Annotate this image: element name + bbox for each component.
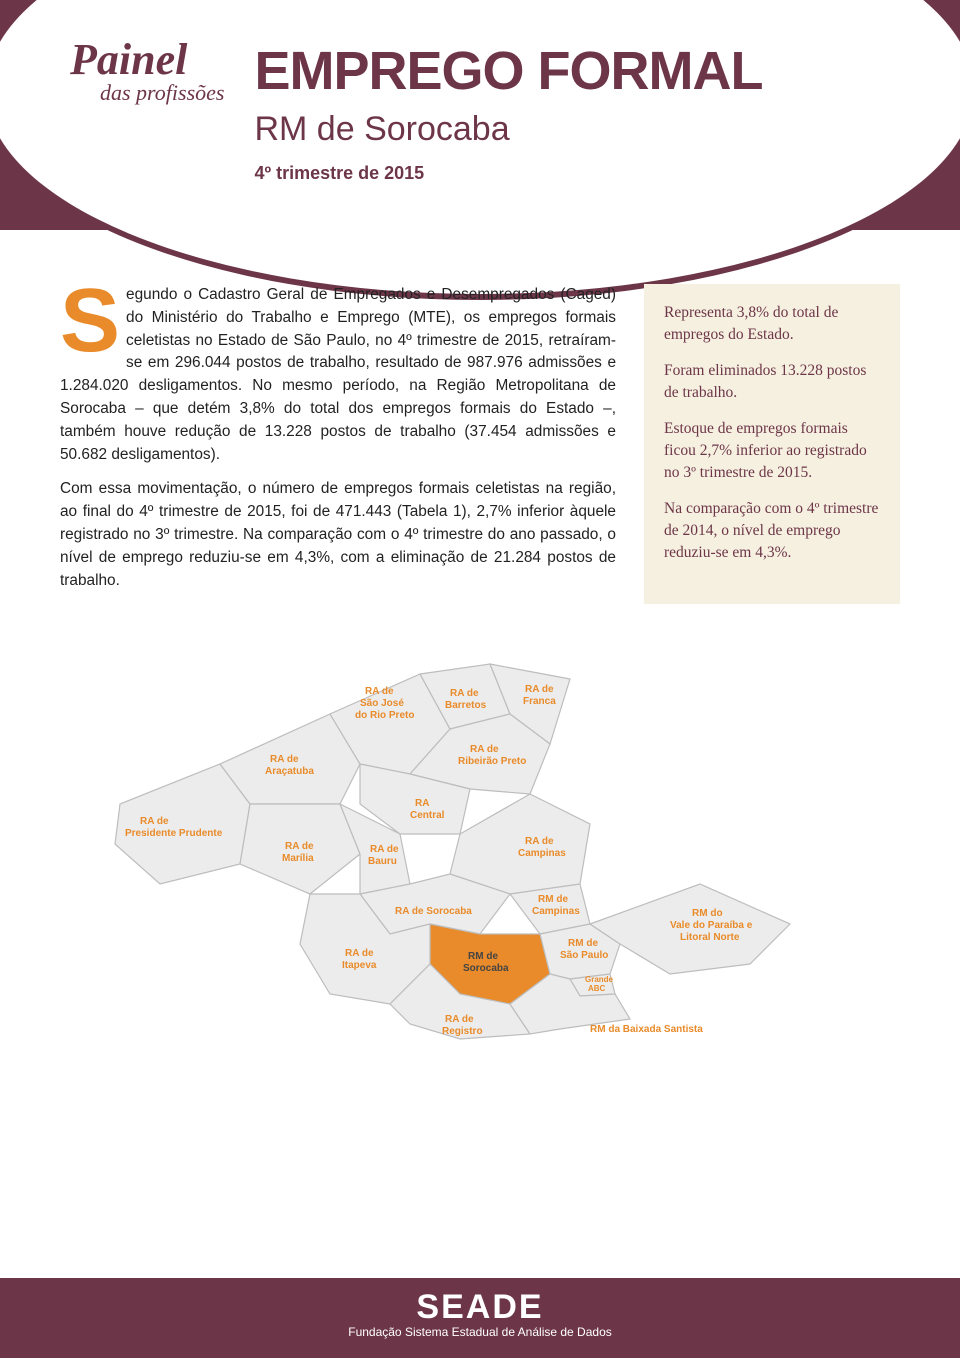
- map-label: RA de: [370, 844, 399, 855]
- map-label: Presidente Prudente: [125, 828, 223, 839]
- map-label: RA de: [365, 686, 394, 697]
- map-label: Vale do Paraíba e: [670, 920, 753, 931]
- body-paragraph-2: Com essa movimentação, o número de empre…: [60, 478, 616, 592]
- region-presidente-prudente: [115, 764, 250, 884]
- body-columns: S egundo o Cadastro Geral de Empregados …: [0, 284, 960, 604]
- map-label: Campinas: [518, 848, 566, 859]
- map-label: do Rio Preto: [355, 710, 414, 721]
- map-label-highlight: Sorocaba: [463, 963, 509, 974]
- map-label: RA de: [525, 684, 554, 695]
- map-label: RM de: [538, 894, 568, 905]
- sidebar-p1: Representa 3,8% do total de empregos do …: [664, 302, 880, 346]
- map-label: Central: [410, 810, 445, 821]
- map-label: RA de: [450, 688, 479, 699]
- map-label: ABC: [588, 984, 606, 993]
- map-label: Grande: [585, 975, 614, 984]
- map-label: RA de: [140, 816, 169, 827]
- map-label: Campinas: [532, 906, 580, 917]
- title-block: EMPREGO FORMAL RM de Sorocaba 4º trimest…: [254, 40, 762, 184]
- footer-subtitle: Fundação Sistema Estadual de Análise de …: [0, 1325, 960, 1339]
- body-p1-text: egundo o Cadastro Geral de Empregados e …: [60, 286, 616, 463]
- sidebar-highlights: Representa 3,8% do total de empregos do …: [644, 284, 900, 604]
- header: Painel das profissões EMPREGO FORMAL RM …: [0, 0, 960, 184]
- map-label: São José: [360, 698, 404, 709]
- map-label: Barretos: [445, 700, 487, 711]
- footer-logo: SEADE: [0, 1278, 960, 1327]
- map-label: Marília: [282, 853, 314, 864]
- body-paragraph-1: S egundo o Cadastro Geral de Empregados …: [60, 284, 616, 466]
- map-label: RM de: [568, 938, 598, 949]
- map-label: RM do: [692, 908, 723, 919]
- map-label: Franca: [523, 696, 556, 707]
- map-label: RA de: [285, 841, 314, 852]
- sidebar-p4: Na comparação com o 4º trimestre de 2014…: [664, 498, 880, 564]
- map-label: Araçatuba: [265, 766, 314, 777]
- map-label: RA de: [345, 948, 374, 959]
- logo: Painel das profissões: [70, 40, 224, 106]
- document-title: EMPREGO FORMAL: [254, 40, 762, 102]
- map-label: RM da Baixada Santista: [590, 1024, 703, 1035]
- map-label: RA de: [525, 836, 554, 847]
- document-subtitle: RM de Sorocaba: [254, 110, 762, 149]
- map-label: RA de: [470, 744, 499, 755]
- map-label: Litoral Norte: [680, 932, 740, 943]
- map-label-highlight: RM de: [468, 951, 498, 962]
- map-label: RA de: [445, 1014, 474, 1025]
- map-label: RA: [415, 798, 429, 809]
- document-page: Painel das profissões EMPREGO FORMAL RM …: [0, 0, 960, 1358]
- map-label: Bauru: [368, 856, 397, 867]
- map-container: RA de Presidente Prudente RA de Araçatub…: [0, 634, 960, 1079]
- map-label: RA de: [270, 754, 299, 765]
- document-period: 4º trimestre de 2015: [254, 163, 762, 184]
- map-label: Itapeva: [342, 960, 377, 971]
- sidebar-p3: Estoque de empregos formais ficou 2,7% i…: [664, 418, 880, 484]
- sp-state-map: RA de Presidente Prudente RA de Araçatub…: [110, 634, 850, 1044]
- map-label: RA de Sorocaba: [395, 906, 472, 917]
- dropcap: S: [60, 284, 126, 356]
- map-label: Registro: [442, 1026, 483, 1037]
- logo-main-text: Painel: [70, 40, 224, 80]
- body-main-text: S egundo o Cadastro Geral de Empregados …: [60, 284, 616, 604]
- footer: SEADE Fundação Sistema Estadual de Análi…: [0, 1278, 960, 1358]
- region-campinas: [450, 794, 590, 894]
- map-label: São Paulo: [560, 950, 608, 961]
- map-label: Ribeirão Preto: [458, 756, 526, 767]
- sidebar-p2: Foram eliminados 13.228 postos de trabal…: [664, 360, 880, 404]
